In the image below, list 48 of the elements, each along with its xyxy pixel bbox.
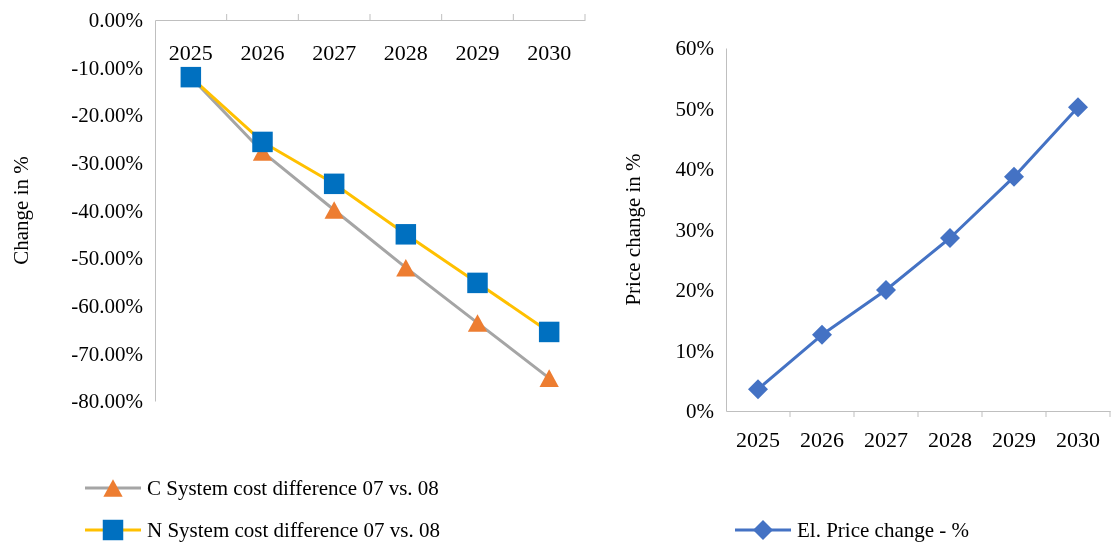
point <box>252 131 273 153</box>
point <box>324 201 344 219</box>
y-tick-label: -30.00% <box>71 151 143 176</box>
point <box>812 324 832 345</box>
y-tick-label: 0% <box>686 399 714 424</box>
y-tick-label: 40% <box>675 157 714 182</box>
point <box>876 280 896 300</box>
x-tick-label: 2029 <box>992 426 1036 452</box>
point <box>467 272 488 294</box>
y-tick-label: -60.00% <box>71 293 143 318</box>
point <box>467 314 488 332</box>
x-tick-label: 2028 <box>928 426 972 452</box>
y-tick-label: -10.00% <box>71 55 143 80</box>
y-tick-label: -70.00% <box>71 341 143 366</box>
y-tick-label: -80.00% <box>71 389 143 414</box>
point <box>1004 166 1024 187</box>
y-axis-title: Change in % <box>9 156 33 265</box>
x-tick-label: 2030 <box>527 39 572 65</box>
point <box>1068 97 1088 118</box>
y-tick-label: -50.00% <box>71 246 143 271</box>
x-tick-label: 2029 <box>455 39 500 65</box>
legend-label: C System cost difference 07 vs. 08 <box>147 476 439 501</box>
point <box>748 379 768 400</box>
point <box>539 369 559 387</box>
x-tick-label: 2025 <box>736 426 780 452</box>
y-tick-label: 60% <box>675 36 714 61</box>
point <box>395 224 417 245</box>
legend-label: N System cost difference 07 vs. 08 <box>147 518 440 543</box>
y-tick-label: -40.00% <box>71 198 143 223</box>
y-tick-label: 10% <box>675 338 714 363</box>
x-tick-label: 2025 <box>168 39 213 65</box>
point <box>538 321 560 343</box>
y-axis-title: Price change in % <box>621 153 645 306</box>
y-tick-label: -20.00% <box>71 103 143 128</box>
point <box>396 258 416 277</box>
point <box>940 227 960 248</box>
x-tick-label: 2030 <box>1056 426 1100 452</box>
x-tick-label: 2026 <box>800 426 844 452</box>
x-tick-label: 2028 <box>383 39 428 65</box>
x-tick-label: 2027 <box>864 426 908 452</box>
y-tick-label: 50% <box>675 96 714 121</box>
y-tick-label: 0.00% <box>88 8 143 33</box>
y-tick-label: 20% <box>675 278 714 303</box>
x-tick-label: 2027 <box>312 39 357 65</box>
point <box>323 173 345 195</box>
legend-label: El. Price change - % <box>797 518 970 543</box>
y-tick-label: 30% <box>675 217 714 242</box>
x-tick-label: 2026 <box>240 39 285 65</box>
